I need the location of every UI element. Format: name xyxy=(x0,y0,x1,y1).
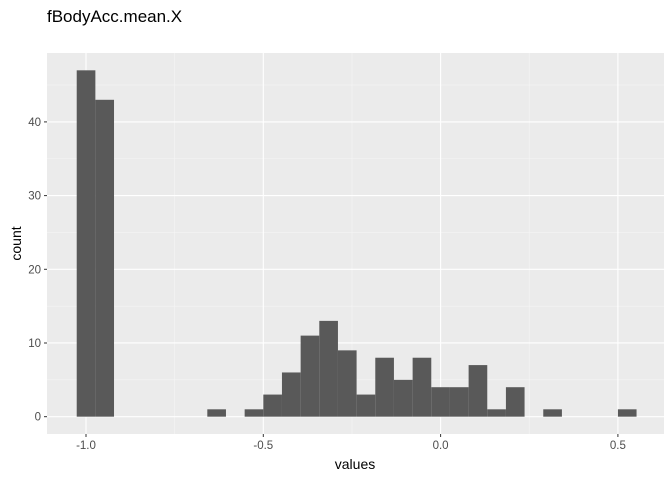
chart-title: fBodyAcc.mean.X xyxy=(47,7,182,26)
histogram-bar xyxy=(617,409,637,417)
y-tick-label: 40 xyxy=(28,117,41,129)
y-tick-label: 10 xyxy=(28,338,41,350)
histogram-bar xyxy=(543,409,562,417)
histogram-bar xyxy=(76,70,96,417)
histogram-bar xyxy=(244,409,264,417)
histogram-bar xyxy=(375,357,394,417)
y-tick-label: 30 xyxy=(28,191,41,203)
histogram-bar xyxy=(300,335,320,417)
histogram-bar xyxy=(356,394,376,417)
y-axis-ticks: 0 10 20 30 40 xyxy=(28,117,47,424)
histogram-bars xyxy=(76,70,637,417)
histogram-bar xyxy=(412,357,432,417)
y-tick-label: 0 xyxy=(35,412,41,424)
y-tick-label: 20 xyxy=(28,264,41,276)
x-axis-ticks: -1.0 -0.5 0.0 0.5 xyxy=(76,434,626,452)
x-tick-label: 0.5 xyxy=(610,440,626,452)
histogram-bar xyxy=(263,394,282,417)
histogram-bar xyxy=(505,387,525,417)
histogram-bar xyxy=(449,387,469,417)
histogram-bar xyxy=(207,409,226,417)
histogram-bar xyxy=(281,372,301,417)
x-tick-label: 0.0 xyxy=(433,440,449,452)
x-tick-label: -0.5 xyxy=(253,440,273,452)
histogram-bar xyxy=(337,350,357,417)
x-tick-label: -1.0 xyxy=(76,440,96,452)
histogram-bar xyxy=(431,387,450,417)
histogram-bar xyxy=(319,320,338,417)
histogram-bar xyxy=(468,365,488,417)
histogram-bar xyxy=(95,99,115,417)
y-axis-title: count xyxy=(8,226,24,260)
x-axis-title: values xyxy=(335,456,375,472)
histogram-bar xyxy=(393,379,413,417)
histogram-bar xyxy=(487,409,506,417)
